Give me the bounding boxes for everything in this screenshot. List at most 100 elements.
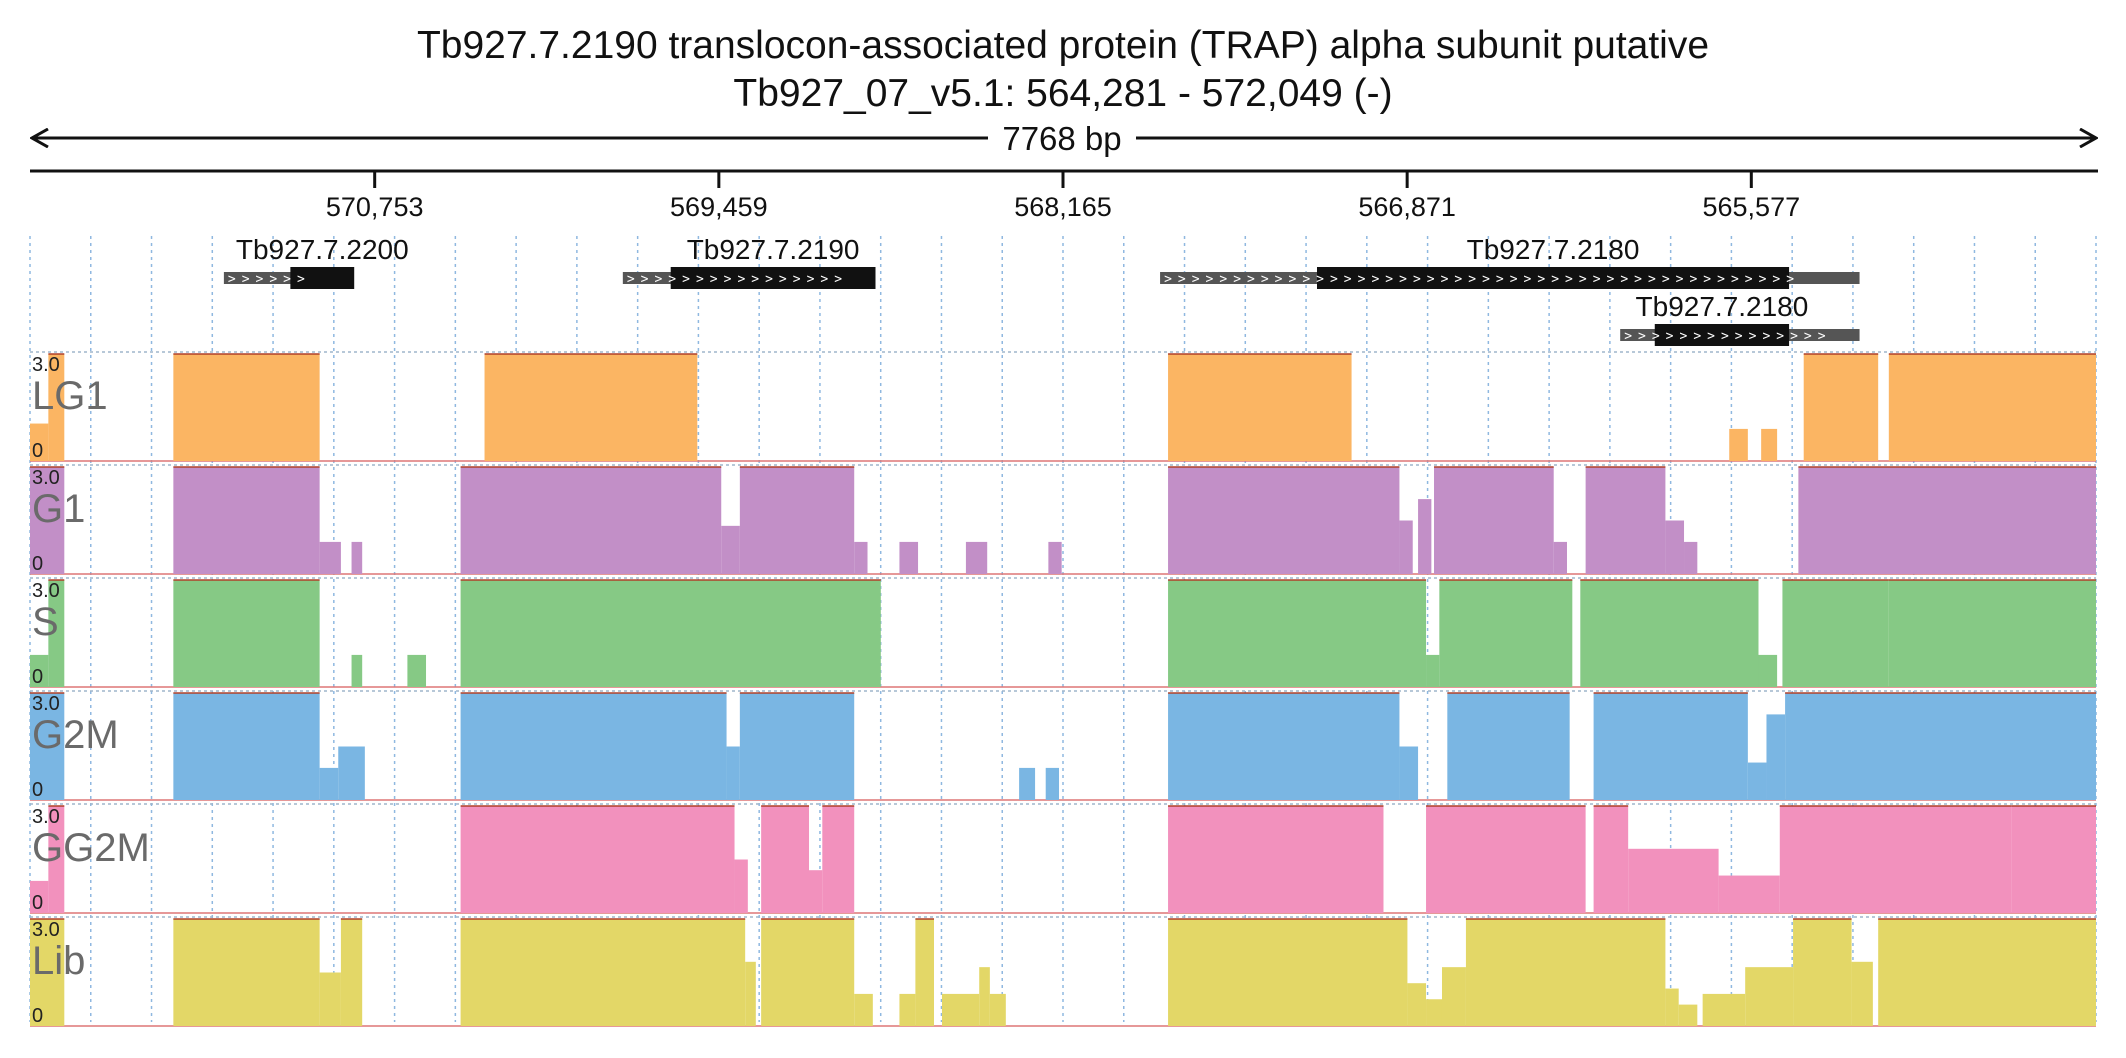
coverage-bar xyxy=(941,993,980,1026)
track-name: G1 xyxy=(32,487,85,531)
coverage-bar xyxy=(745,961,756,1026)
coverage-bar xyxy=(1628,848,1719,913)
coverage-bar xyxy=(1747,762,1767,800)
coverage-bar xyxy=(1766,714,1786,800)
coverage-bar xyxy=(915,919,935,1026)
track-name: S xyxy=(32,600,59,644)
coverage-bar xyxy=(1465,919,1666,1026)
coverage-bar xyxy=(1168,806,1384,913)
coverage-bar xyxy=(1441,967,1466,1026)
coverage-bar xyxy=(338,746,365,800)
coverage-bar xyxy=(1168,354,1352,461)
gene-cds-block xyxy=(1654,324,1790,346)
track-gg2m: 3.0 0 GG2M xyxy=(30,803,2096,914)
coverage-bar xyxy=(1168,467,1400,574)
track-name: GG2M xyxy=(32,826,150,870)
track-max-label: 3.0 xyxy=(32,354,60,376)
coverage-bar xyxy=(822,806,855,913)
coverage-bar xyxy=(965,541,988,574)
coverage-bar xyxy=(989,993,1006,1026)
coverage-bar xyxy=(761,806,810,913)
coverage-bar xyxy=(460,806,735,913)
gene-annotations: >>>>>> Tb927.7.2200 >>>>>>>>>>>>>>>> Tb927.… xyxy=(223,234,1860,346)
gene-cds-block xyxy=(670,267,876,289)
coverage-bar xyxy=(899,993,916,1026)
track-s: 3.0 0 S xyxy=(30,577,2096,688)
coverage-bar xyxy=(1168,580,1427,687)
coverage-bar xyxy=(319,541,341,574)
coverage-bar xyxy=(30,880,49,913)
coverage-bar xyxy=(319,972,341,1026)
track-name: Lib xyxy=(32,939,85,983)
coverage-bar xyxy=(173,467,320,574)
gene-feature: >>>>>>>>>>>>>>>>>>>>>>>>>>>>>>>>>>>>>>>>… xyxy=(1160,234,1860,289)
gene-label: Tb927.7.2190 xyxy=(687,234,860,265)
coverage-bar xyxy=(1793,919,1852,1026)
ruler-tick-label: 569,459 xyxy=(670,192,768,222)
coverage-bar xyxy=(979,967,990,1026)
coverage-bar xyxy=(460,580,881,687)
track-min-label: 0 xyxy=(32,440,43,462)
coverage-bar xyxy=(1048,541,1062,574)
span-indicator: 7768 bp xyxy=(32,118,2096,158)
strand-arrow-icon: >>>>>>>>>>>>>>>> xyxy=(627,272,848,287)
coverage-bar xyxy=(1785,693,2096,800)
coverage-bar xyxy=(1702,993,1746,1026)
coverage-bar xyxy=(1585,467,1666,574)
track-max-label: 3.0 xyxy=(32,467,60,489)
track-g2m: 3.0 0 G2M xyxy=(30,690,2096,801)
coverage-bar xyxy=(854,541,868,574)
span-label: 7768 bp xyxy=(1002,120,1121,157)
coordinate-ruler: 570,753 569,459 568,165 566,871 565,577 xyxy=(30,169,2098,222)
gene-feature: >>>>>>>>>>>>>>>> Tb927.7.2190 xyxy=(622,234,876,289)
feature-location: Tb927_07_v5.1: 564,281 - 572,049 (-) xyxy=(733,72,1393,115)
track-name: G2M xyxy=(32,713,119,757)
coverage-bar xyxy=(1399,520,1413,574)
coverage-bar xyxy=(173,919,320,1026)
track-min-label: 0 xyxy=(32,892,43,914)
coverage-bar xyxy=(1426,654,1440,687)
strand-arrow-icon: >>>>>> xyxy=(228,272,311,287)
gene-label: Tb927.7.2180 xyxy=(1636,291,1809,322)
coverage-bar xyxy=(351,654,363,687)
coverage-bar xyxy=(1447,693,1570,800)
coverage-bar xyxy=(1426,999,1442,1026)
coverage-bar xyxy=(1045,767,1060,800)
track-name: LG1 xyxy=(32,374,108,418)
ruler-tick-label: 566,871 xyxy=(1358,192,1456,222)
coverage-bar xyxy=(1888,580,2096,687)
coverage-bar xyxy=(351,541,363,574)
feature-title: Tb927.7.2190 translocon-associated prote… xyxy=(416,24,1710,67)
track-min-label: 0 xyxy=(32,779,43,801)
coverage-bar xyxy=(1758,654,1778,687)
strand-arrow-icon: >>>>>>>>>>>>>>>>>>>>>>>>>>>>>>>>>>>>>>>>… xyxy=(1164,272,1800,287)
coverage-bar xyxy=(1407,983,1427,1026)
ruler-tick-label: 570,753 xyxy=(326,192,424,222)
coverage-bar xyxy=(1580,580,1759,687)
track-min-label: 0 xyxy=(32,553,43,575)
coverage-bar xyxy=(739,467,855,574)
track-min-label: 0 xyxy=(32,666,43,688)
coverage-bar xyxy=(1729,428,1748,461)
coverage-bar xyxy=(340,919,363,1026)
coverage-bar xyxy=(1168,693,1400,800)
coverage-bar xyxy=(48,806,65,913)
coverage-bar xyxy=(319,767,339,800)
coverage-bar xyxy=(1426,806,1586,913)
coverage-bar xyxy=(460,919,746,1026)
coverage-bar xyxy=(1168,919,1408,1026)
coverage-bar xyxy=(48,580,65,687)
coverage-bar xyxy=(1418,499,1432,574)
track-max-label: 3.0 xyxy=(32,693,60,715)
ruler-tick-label: 565,577 xyxy=(1703,192,1801,222)
coverage-bar xyxy=(1745,967,1794,1026)
coverage-bar xyxy=(809,870,823,913)
coverage-bar xyxy=(854,993,873,1026)
coverage-bar xyxy=(484,354,698,461)
coverage-bar xyxy=(899,541,919,574)
coverage-bar xyxy=(739,693,855,800)
track-min-label: 0 xyxy=(32,1005,43,1027)
coverage-bar xyxy=(30,919,65,1026)
ruler-tick-label: 568,165 xyxy=(1014,192,1112,222)
track-max-label: 3.0 xyxy=(32,806,60,828)
